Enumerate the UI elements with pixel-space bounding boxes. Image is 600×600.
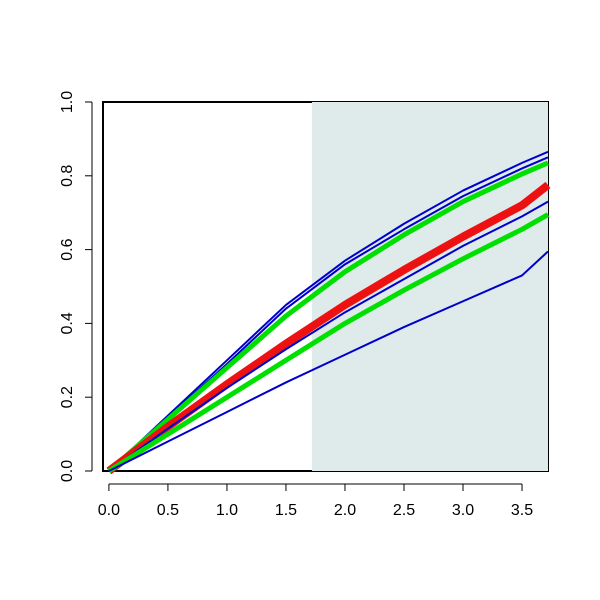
- x-tick-label: 0.5: [157, 502, 179, 519]
- y-tick-label: 0.8: [59, 165, 76, 187]
- series-line: [106, 181, 551, 475]
- series-line: [108, 150, 549, 472]
- x-tick-label: 1.5: [275, 502, 297, 519]
- series-line: [108, 200, 549, 472]
- x-tick-label: 2.0: [334, 502, 356, 519]
- y-tick-label: 1.0: [59, 91, 76, 113]
- y-tick-label: 0.0: [59, 460, 76, 482]
- y-tick-label: 0.6: [59, 238, 76, 260]
- series-line: [107, 160, 549, 473]
- series-line: [107, 212, 550, 474]
- series-line: [108, 250, 549, 472]
- x-tick-label: 3.0: [452, 502, 474, 519]
- x-tick-label: 0.0: [98, 502, 120, 519]
- shaded-region: [311, 102, 548, 471]
- x-tick-label: 3.5: [511, 502, 533, 519]
- x-tick-label: 2.5: [393, 502, 415, 519]
- y-tick-label: 0.2: [59, 386, 76, 408]
- y-tick-label: 0.4: [59, 312, 76, 334]
- x-tick-label: 1.0: [216, 502, 238, 519]
